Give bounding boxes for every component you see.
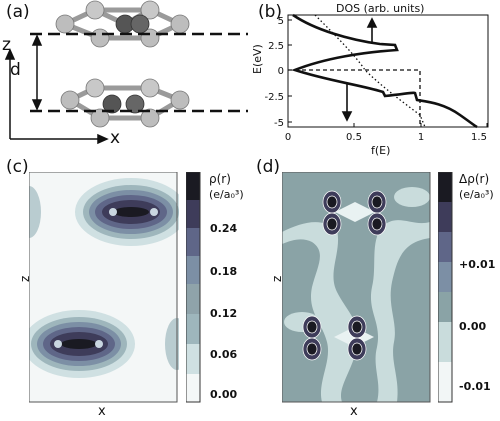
dos-xticks: 0 0.5 1 1.5 — [285, 132, 487, 143]
colorbar-d — [438, 172, 453, 403]
top-molecule-atoms — [55, 0, 190, 48]
density-map — [29, 172, 179, 403]
xtick: 1.5 — [471, 132, 487, 143]
panel-d-label: (d) — [256, 157, 281, 177]
cbar-c-tick: 0.12 — [210, 307, 238, 320]
xtick: 0.5 — [346, 132, 362, 143]
cbar-c-tick: 0.18 — [210, 265, 238, 278]
cbar-c-tick: 0.24 — [210, 222, 238, 235]
density-blob-bottom — [29, 310, 135, 378]
dos-plot: 5 2.5 0 -2.5 -5 0 0.5 1 1.5 — [264, 13, 489, 143]
dos-xlabel: f(E) — [371, 144, 391, 157]
cbar-d-tick: -0.01 — [459, 380, 491, 393]
axis-d-label: d — [10, 60, 21, 80]
bottom-molecule-atoms — [60, 78, 190, 128]
diff-diamond — [335, 202, 375, 222]
c-zlabel: z — [18, 275, 32, 282]
density-edge-right — [165, 318, 179, 370]
density-difference-map — [282, 172, 431, 403]
ytick: -2.5 — [264, 92, 284, 103]
cbar-d-title-2: (e/a₀³) — [459, 188, 494, 201]
cbar-c-tick: 0.00 — [210, 388, 238, 401]
dos-arrows — [341, 17, 378, 122]
diff-dipoles-top — [322, 190, 387, 236]
colorbar-c — [186, 172, 201, 403]
cbar-d-title-1: Δρ(r) — [459, 172, 490, 186]
ytick: 2.5 — [268, 41, 284, 52]
cbar-c-title-2: (e/a₀³) — [209, 188, 244, 201]
panel-a-diagram — [4, 0, 248, 145]
dos-title: DOS (arb. units) — [336, 2, 425, 15]
xtick: 0 — [285, 132, 291, 143]
panel-b-label: (b) — [258, 2, 283, 22]
density-edge-left — [29, 186, 41, 238]
panel-a-label: (a) — [6, 2, 30, 22]
cbar-c-title-1: ρ(r) — [209, 172, 231, 186]
diff-dipoles-bottom — [302, 315, 367, 361]
panel-c-label: (c) — [6, 157, 29, 177]
ytick: -5 — [274, 118, 284, 129]
cbar-d-tick: 0.00 — [459, 320, 487, 333]
ytick: 0 — [278, 66, 284, 77]
dos-curve — [291, 13, 478, 129]
axes-arrows — [4, 48, 109, 145]
xtick: 1 — [418, 132, 424, 143]
diff-light-region — [370, 220, 430, 402]
cbar-d-tick: +0.01 — [459, 258, 496, 271]
dos-frame — [287, 14, 489, 128]
d-xlabel: x — [350, 404, 358, 419]
cbar-c-tick: 0.06 — [210, 348, 238, 361]
d-zlabel: z — [270, 275, 284, 282]
diff-light-region — [282, 222, 358, 402]
axis-x-label: x — [110, 128, 121, 148]
ytick: 5 — [278, 16, 284, 27]
c-xlabel: x — [98, 404, 106, 419]
bottom-molecule — [67, 85, 183, 121]
dos-yticks: 5 2.5 0 -2.5 -5 — [264, 16, 284, 129]
fermi-step — [288, 69, 421, 127]
density-blob-top — [75, 178, 179, 246]
d-arrow — [31, 34, 43, 111]
axis-z-label: z — [2, 35, 11, 55]
